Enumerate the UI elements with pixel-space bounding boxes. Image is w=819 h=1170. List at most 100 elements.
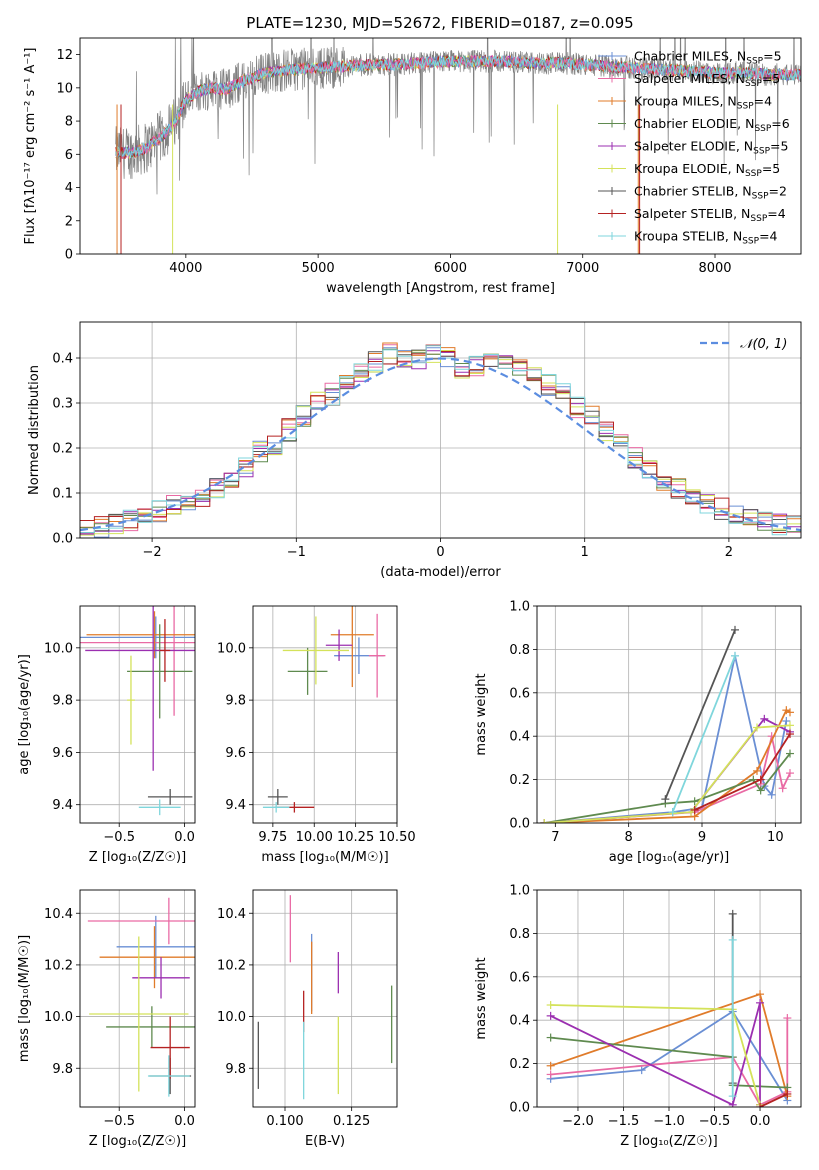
weight_vs_Z-ylabel: mass weight [474,957,489,1039]
legend-sub-4: SSP [753,147,770,157]
weight_vs_Z-xlabel: Z [log₁₀(Z/Z☉)] [620,1134,717,1149]
age_vs_mass-xtick-label-1: 10.00 [296,830,333,845]
residuals-xtick-label-3: 1 [581,545,589,560]
weight_vs_age-series-chabrier_elodie [544,753,791,823]
spectrum-frame [79,37,802,255]
mass_vs_Z-ylabel: mass [log₁₀(M/M☉)] [17,935,32,1062]
mass_vs_EBV-ytick-label-0: 9.8 [225,1062,246,1077]
mass_vs_Z-xtick-label-0: −0.5 [103,1114,135,1129]
legend-label-6: Chabrier STELIB, NSSP=2 [634,184,787,202]
age_vs_Z-plot-area [80,606,195,816]
legend-label-8: Kroupa STELIB, NSSP=4 [634,229,778,247]
spectrum-xtick-label-1: 5000 [302,261,335,276]
weight_vs_age-ytick-label-0: 0.0 [509,817,530,832]
legend-entry-3: Chabrier ELODIE, NSSP=6 [598,116,790,134]
age_vs_Z-ytick-label-3: 10.0 [44,641,73,656]
weight_vs_Z-xtick-label-0: −2.0 [562,1114,594,1129]
spectrum-xtick-label-3: 7000 [566,261,599,276]
age_vs_Z-ytick-label-0: 9.4 [52,798,73,813]
mass_vs_EBV-ytick-label-3: 10.4 [217,907,246,922]
mass_vs_Z-ytick-label-0: 9.8 [52,1062,73,1077]
residuals-ytick-label-2: 0.2 [52,442,73,457]
mass_vs_EBV-plot-area [257,895,393,1100]
weight_vs_Z-ytick-label-5: 1.0 [509,884,530,899]
legend-label-7: Salpeter STELIB, NSSP=4 [634,206,786,224]
weight_vs_Z-xtick-label-3: −0.5 [699,1114,731,1129]
weight_vs_Z-ytick-label-4: 0.8 [509,927,530,942]
spectrum-xlabel: wavelength [Angstrom, rest frame] [326,281,555,296]
legend-value-3: =6 [771,116,789,131]
age_vs_Z-panel: −0.5 0.0 9.4 9.6 9.8 10.0 Z [log₁₀(Z/Z☉)] age [… [17,605,196,865]
age_vs_Z-ylabel: age [log₁₀(age/yr)] [17,654,32,775]
mass_vs_EBV-ytick-label-2: 10.2 [217,958,246,973]
residuals-frame [79,321,802,539]
spectrum-ytick-label-4: 8 [65,115,73,130]
weight_vs_age-plot-area [540,625,794,823]
mass_vs_EBV-panel: 0.100 0.125 9.8 10.0 10.2 10.4 E(B-V) [217,889,398,1149]
residuals-ytick-label-3: 0.3 [52,397,73,412]
residuals-ytick-label-1: 0.1 [52,487,73,502]
mass_vs_Z-plot-area [87,897,195,1097]
age_vs_mass-ytick-label-1: 9.6 [225,746,246,761]
weight_vs_age-panel: 7 8 9 10 0.0 0.2 0.4 0.6 0.8 1.0 age [log₁₀(age/yr… [474,600,802,865]
weight_vs_Z-ytick-label-1: 0.2 [509,1057,530,1072]
age_vs_mass-xtick-label-3: 10.50 [378,830,415,845]
legend-sub-8: SSP [742,237,759,247]
mass_vs_Z-ytick-label-1: 10.0 [44,1010,73,1025]
legend-label-4: Salpeter ELODIE, NSSP=5 [634,139,788,157]
weight_vs_age-ytick-label-5: 1.0 [509,600,530,615]
spectrum-ytick-label-5: 10 [56,81,73,96]
panels: 4000 5000 6000 7000 8000024681012wavelength … [17,37,802,1149]
age_vs_mass-ytick-label-3: 10.0 [217,641,246,656]
age_vs_Z-xlabel: Z [log₁₀(Z/Z☉)] [89,850,186,865]
legend-sub-5: SSP [745,169,762,179]
weight_vs_age-ytick-label-4: 0.8 [509,643,530,658]
legend-label-5: Kroupa ELODIE, NSSP=5 [634,161,780,179]
legend-value-1: =5 [762,71,780,86]
weight_vs_Z-xtick-label-2: −1.0 [653,1114,685,1129]
legend-label-2: Kroupa MILES, NSSP=4 [634,94,772,112]
age_vs_Z-ytick-label-2: 9.8 [52,694,73,709]
mass_vs_EBV-xtick-label-1: 0.125 [333,1114,370,1129]
residuals-xtick-label-0: −2 [143,545,162,560]
weight_vs_Z-ytick-label-2: 0.4 [509,1014,530,1029]
weight_vs_age-xtick-label-0: 7 [551,830,559,845]
weight_vs_Z-xtick-label-4: 0.0 [750,1114,771,1129]
weight_vs_Z-xtick-label-1: −1.5 [608,1114,640,1129]
weight_vs_age-ytick-label-1: 0.2 [509,773,530,788]
mass_vs_EBV-xtick-label-0: 0.100 [266,1114,303,1129]
legend-entry-1: Salpeter MILES, NSSP=5 [598,71,780,89]
legend-entry-8: Kroupa STELIB, NSSP=4 [598,229,778,247]
spectrum-ytick-label-2: 4 [65,181,73,196]
age_vs_mass-xlabel: mass [log₁₀(M/M☉)] [261,850,388,865]
legend-label-0: Chabrier MILES, NSSP=5 [634,49,782,67]
residuals-ytick-label-4: 0.4 [52,352,73,367]
mass_vs_EBV-frame [252,889,398,1108]
mass_vs_EBV-ytick-label-1: 10.0 [217,1010,246,1025]
mass_vs_Z-xtick-label-1: 0.0 [174,1114,195,1129]
legend-label-1: Salpeter MILES, NSSP=5 [634,71,780,89]
legend-entry-6: Chabrier STELIB, NSSP=2 [598,184,787,202]
weight_vs_age-ytick-label-2: 0.4 [509,730,530,745]
residuals-panel: −2 −1 0 1 2 0.0 0.1 0.2 0.3 0.4 (data-model)/error… [27,321,802,580]
weight_vs_age-series-kroupa_stelib [671,655,736,813]
mass_vs_Z-xlabel: Z [log₁₀(Z/Z☉)] [89,1134,186,1149]
weight_vs_Z-ytick-label-0: 0.0 [509,1101,530,1116]
age_vs_mass-plot-area [262,606,386,813]
residuals-xtick-label-4: 2 [725,545,733,560]
legend-sub-7: SSP [750,214,767,224]
legend-value-4: =5 [770,139,788,154]
legend-value-5: =5 [762,161,780,176]
weight_vs_Z-panel: −2.0 −1.5 −1.0 −0.5 0.0 0.0 0.2 0.4 0.6 0.8 1.0 Z [… [474,884,802,1149]
weight_vs_Z-frame [536,889,802,1108]
gaussian-legend-label: 𝒩(0, 1) [740,337,787,352]
weight_vs_age-xtick-label-2: 9 [698,830,706,845]
residuals-xtick-label-2: 0 [436,545,444,560]
weight_vs_age-ytick-label-3: 0.6 [509,686,530,701]
spectrum-xtick-label-2: 6000 [434,261,467,276]
spectrum-ytick-label-0: 0 [65,248,73,263]
age_vs_mass-xtick-label-2: 10.25 [337,830,374,845]
legend-sub-2: SSP [737,102,754,112]
gaussian-curve [80,357,801,532]
